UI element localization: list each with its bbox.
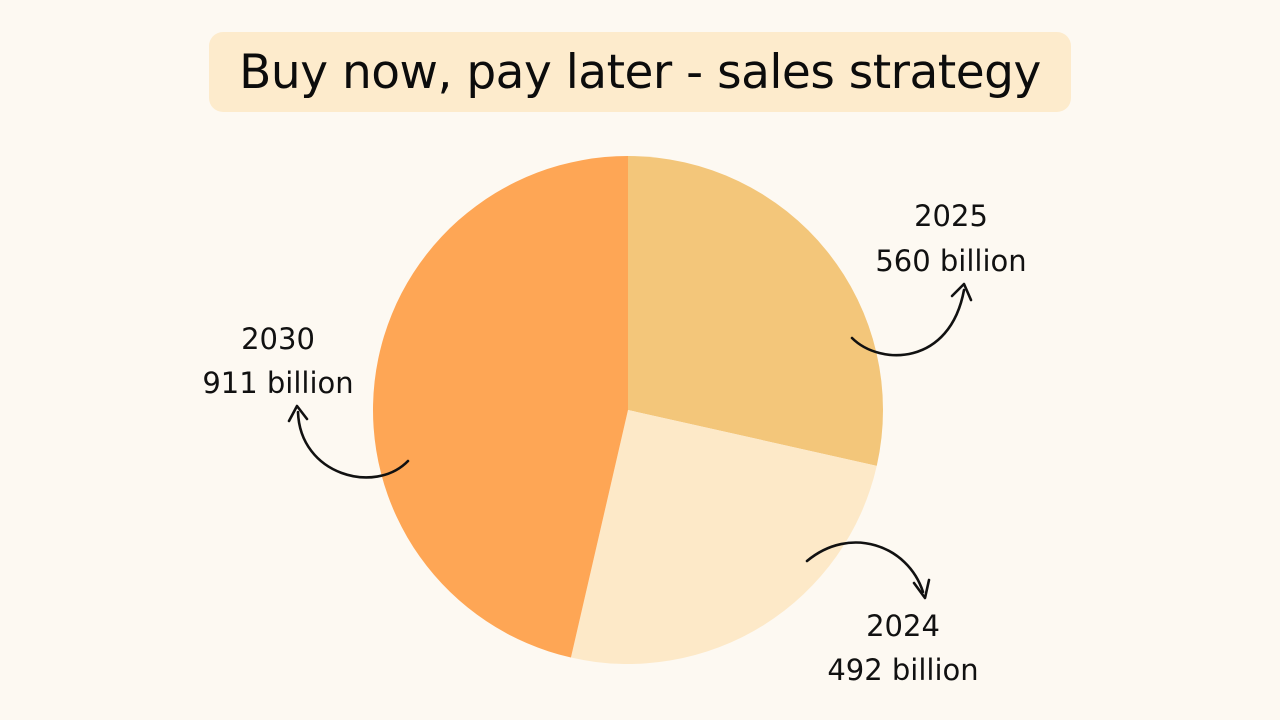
label-2025-year: 2025 [914,199,988,233]
pie-slice-2030 [372,156,628,658]
pie-slice-2024 [570,410,877,665]
label-2025-value: 560 billion [875,244,1026,278]
label-2030-value: 911 billion [202,366,353,400]
label-2030-year: 2030 [241,322,315,356]
arrow-2030-head-icon [287,404,309,423]
label-2024-value: 492 billion [827,653,978,687]
chart-title: Buy now, pay later - sales strategy [239,44,1041,100]
label-2024-year: 2024 [866,609,940,643]
pie-slice-2025 [628,156,883,466]
label-2025: 2025 560 billion [875,199,1026,278]
title-banner: Buy now, pay later - sales strategy [209,32,1071,112]
arrow-2025-icon [850,288,966,357]
pie-slices [372,156,883,665]
arrow-2024-head-icon [912,578,931,600]
arrow-2030-icon [296,410,410,479]
label-2024: 2024 492 billion [827,609,978,687]
label-2030: 2030 911 billion [202,322,353,400]
arrow-2025-head-icon [950,282,973,302]
arrow-2024-icon [805,541,925,594]
